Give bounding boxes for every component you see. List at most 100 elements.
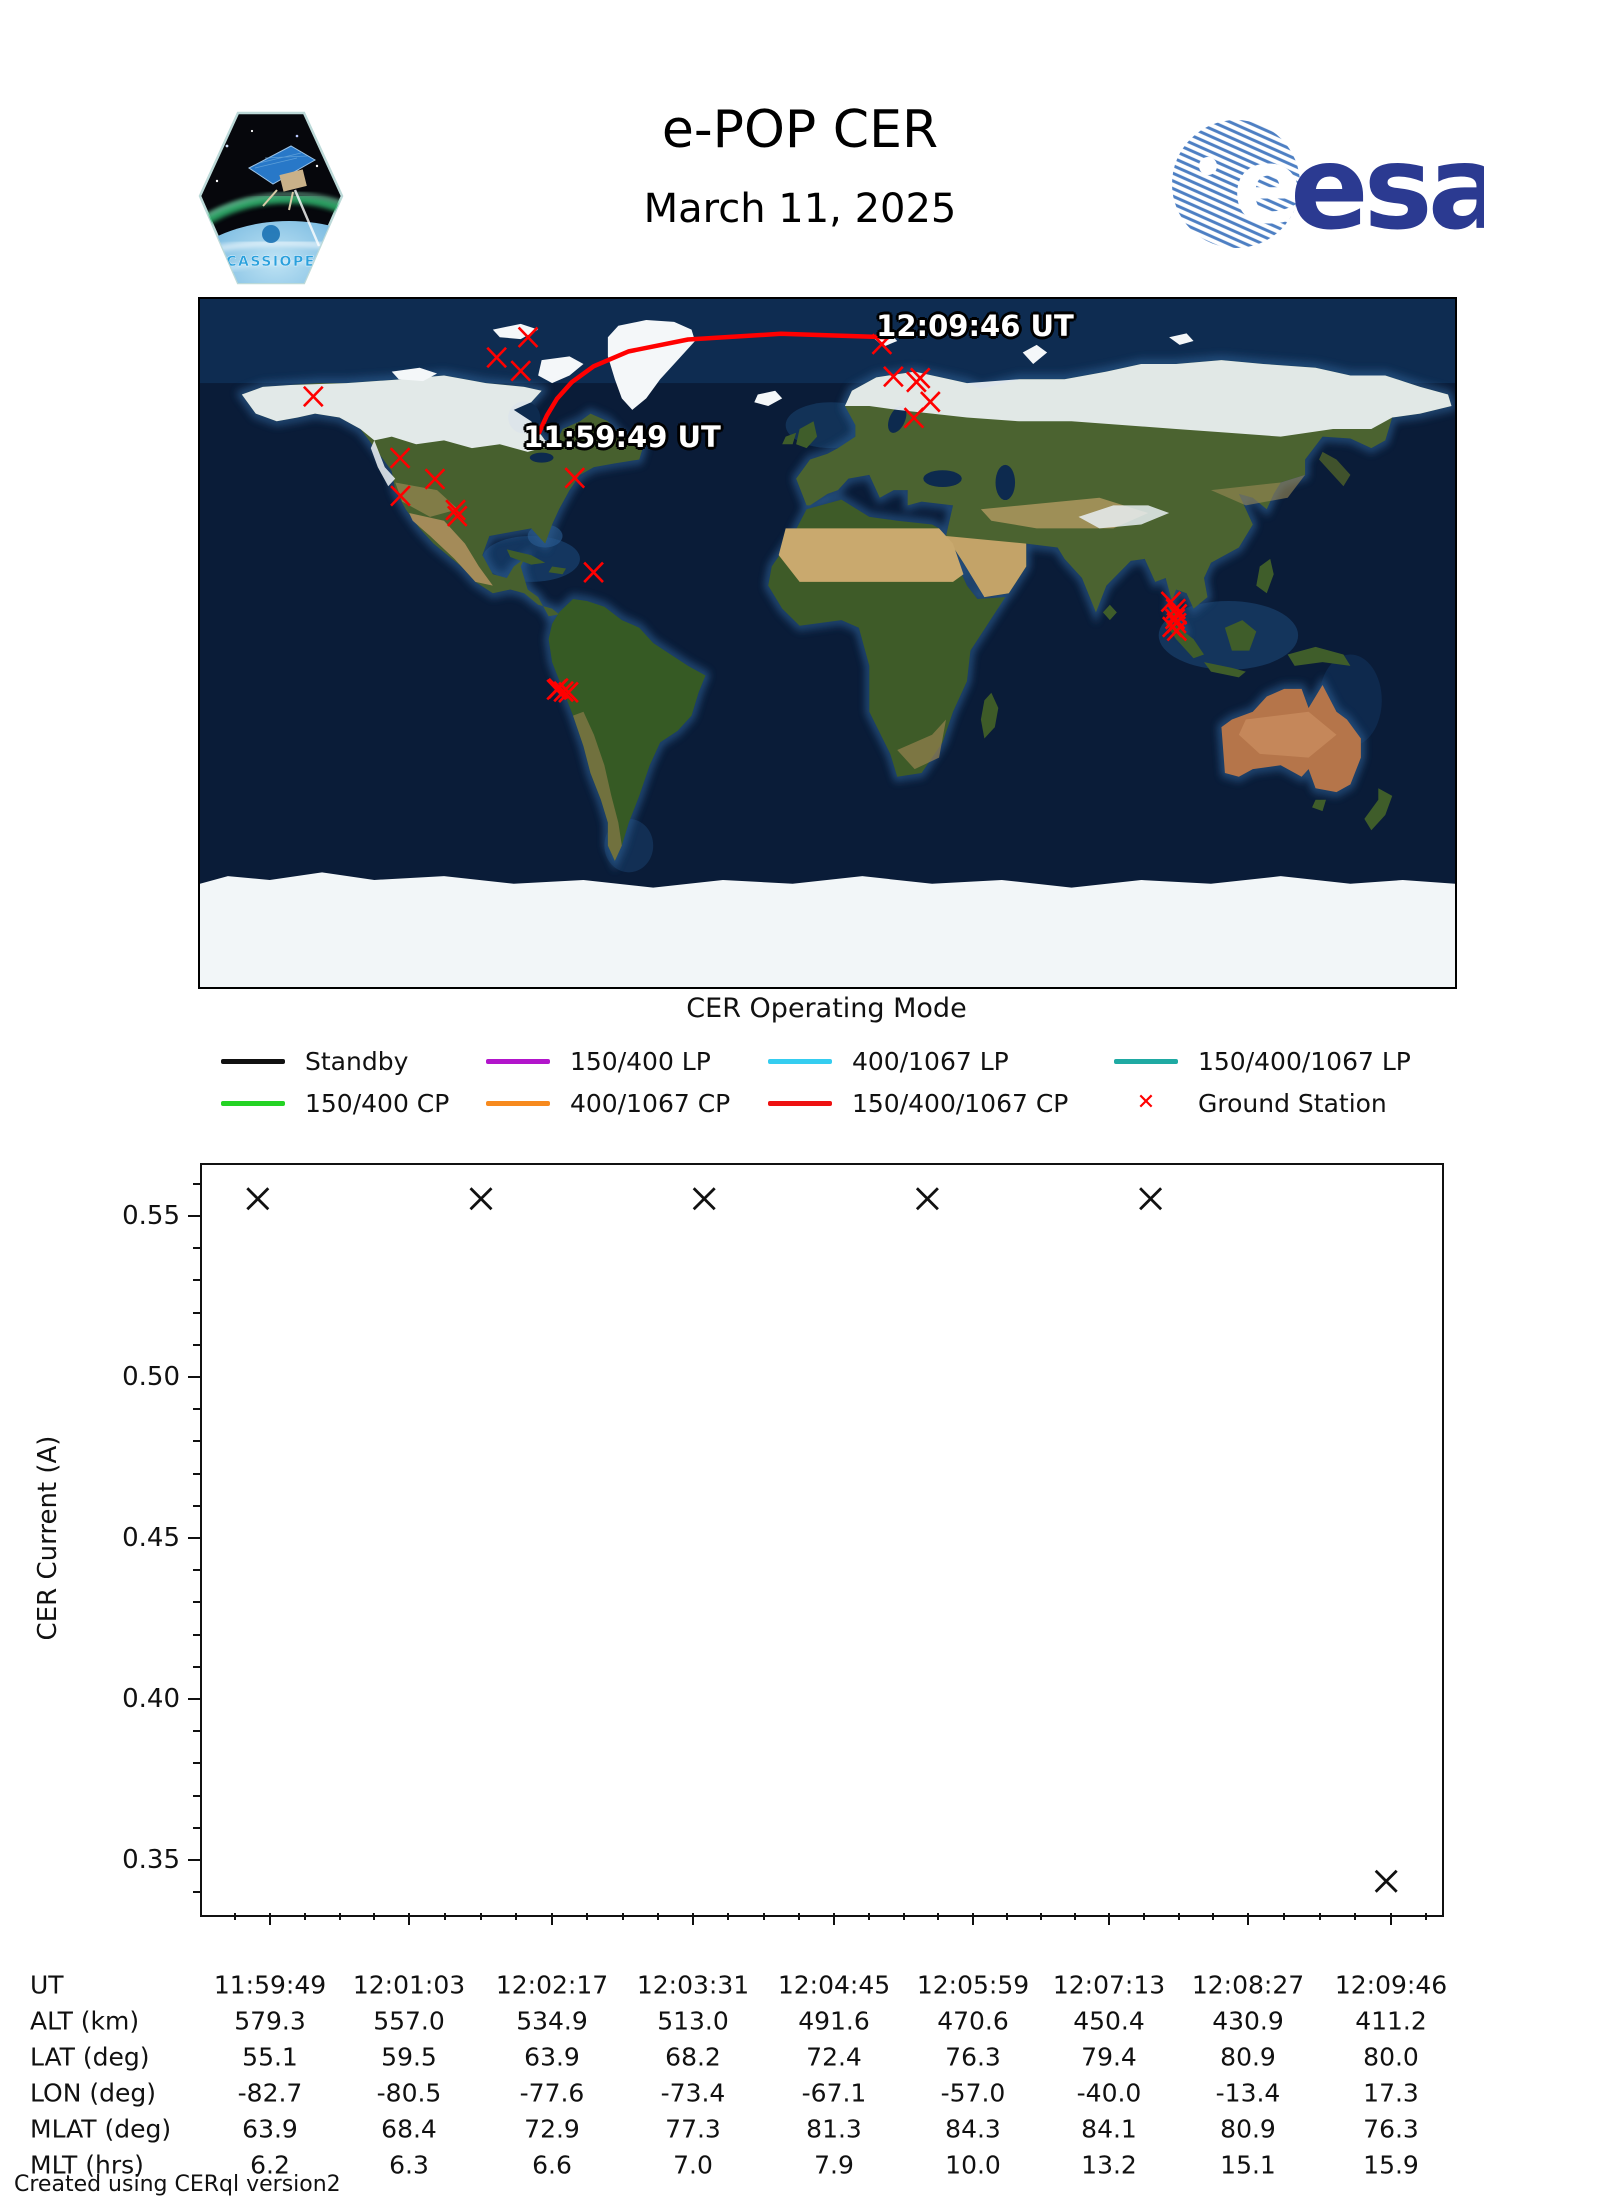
table-cell: 513.0 — [657, 2006, 729, 2036]
world-map-canvas — [200, 299, 1455, 987]
y-major-tick — [188, 1376, 200, 1379]
table-cell: -77.6 — [519, 2078, 585, 2108]
y-minor-tick — [193, 1794, 200, 1797]
table-cell: 10.0 — [945, 2150, 1001, 2180]
x-minor-tick — [338, 1913, 341, 1920]
x-minor-tick — [443, 1913, 446, 1920]
data-point-marker — [1139, 1187, 1163, 1211]
legend-line-swatch — [221, 1058, 285, 1064]
data-point-marker — [692, 1187, 716, 1211]
legend-item-150-400-1067-cp: 150/400/1067 CP — [768, 1088, 1068, 1118]
ground-station-marker — [446, 500, 465, 519]
table-cell: -13.4 — [1215, 2078, 1281, 2108]
legend-item-150-400-1067-lp: 150/400/1067 LP — [1114, 1046, 1411, 1076]
table-cell: 12:07:13 — [1052, 1970, 1166, 2000]
table-cell: 80.0 — [1363, 2042, 1419, 2072]
y-tick-label: 0.55 — [122, 1201, 180, 1232]
x-minor-tick — [797, 1913, 800, 1920]
table-cell: 470.6 — [937, 2006, 1009, 2036]
world-map: 11:59:49 UT 12:09:46 UT — [198, 297, 1457, 989]
table-cell: 11:59:49 — [213, 1970, 327, 2000]
table-cell: 55.1 — [242, 2042, 298, 2072]
data-point-marker — [469, 1187, 493, 1211]
track-start-time-label: 11:59:49 UT — [523, 420, 721, 454]
x-major-tick — [1108, 1913, 1110, 1925]
table-cell: 80.9 — [1220, 2114, 1276, 2144]
y-minor-tick — [193, 1569, 200, 1572]
legend-item-400-1067-lp: 400/1067 LP — [768, 1046, 1009, 1076]
ground-station-marker — [391, 486, 410, 505]
table-cell: 491.6 — [798, 2006, 870, 2036]
table-cell: 12:09:46 — [1334, 1970, 1448, 2000]
y-tick-label: 0.40 — [122, 1683, 180, 1714]
ground-station-marker — [554, 682, 573, 701]
y-minor-tick — [193, 1826, 200, 1829]
cassiope-patch-icon: CASSIOPE — [198, 111, 344, 285]
y-minor-tick — [193, 1762, 200, 1765]
y-minor-tick — [193, 1343, 200, 1346]
y-major-tick — [188, 1215, 200, 1218]
table-cell: 6.3 — [389, 2150, 429, 2180]
y-minor-tick — [193, 1182, 200, 1185]
table-cell: -80.5 — [376, 2078, 442, 2108]
x-minor-tick — [902, 1913, 905, 1920]
x-minor-tick — [1177, 1913, 1180, 1920]
x-minor-tick — [1212, 1913, 1215, 1920]
table-cell: 68.2 — [665, 2042, 721, 2072]
y-minor-tick — [193, 1891, 200, 1894]
table-row-label: LON (deg) — [30, 2078, 156, 2108]
x-minor-tick — [1074, 1913, 1076, 1920]
table-cell: -67.1 — [801, 2078, 867, 2108]
table-cell: 12:02:17 — [495, 1970, 609, 2000]
x-minor-tick — [234, 1913, 237, 1920]
ground-station-marker — [907, 372, 926, 391]
y-minor-tick — [193, 1601, 200, 1604]
ground-station-marker — [448, 506, 467, 525]
table-cell: 76.3 — [945, 2042, 1001, 2072]
legend-item-150-400-cp: 150/400 CP — [221, 1088, 449, 1118]
ground-station-marker — [547, 680, 566, 699]
legend-line-swatch — [221, 1100, 285, 1106]
track-end-time-label: 12:09:46 UT — [876, 309, 1074, 343]
table-cell: 430.9 — [1212, 2006, 1284, 2036]
table-cell: 17.3 — [1363, 2078, 1419, 2108]
legend-line-swatch — [768, 1058, 832, 1064]
x-minor-tick — [373, 1913, 376, 1920]
table-cell: 411.2 — [1355, 2006, 1427, 2036]
legend-item-label: 150/400/1067 CP — [852, 1088, 1069, 1118]
table-row-label: MLAT (deg) — [30, 2114, 172, 2144]
y-minor-tick — [193, 1665, 200, 1668]
x-minor-tick — [479, 1913, 482, 1920]
table-cell: 12:03:31 — [636, 1970, 750, 2000]
legend-item-standby: Standby — [221, 1046, 408, 1076]
x-minor-tick — [1142, 1913, 1145, 1920]
table-cell: 13.2 — [1081, 2150, 1137, 2180]
table-cell: 7.0 — [673, 2150, 713, 2180]
legend-line-swatch — [768, 1100, 832, 1106]
data-point-marker — [246, 1187, 270, 1211]
legend-item-label: 400/1067 CP — [570, 1088, 731, 1118]
x-minor-tick — [586, 1913, 589, 1920]
y-minor-tick — [193, 1472, 200, 1475]
table-cell: 579.3 — [234, 2006, 306, 2036]
y-minor-tick — [193, 1408, 200, 1411]
table-cell: 79.4 — [1081, 2042, 1137, 2072]
table-cell: 12:04:45 — [777, 1970, 891, 2000]
esa-logo: e esa — [1172, 116, 1506, 258]
x-major-tick — [833, 1913, 835, 1925]
table-cell: 450.4 — [1073, 2006, 1145, 2036]
y-minor-tick — [193, 1247, 200, 1250]
table-cell: 80.9 — [1220, 2042, 1276, 2072]
x-minor-tick — [515, 1913, 518, 1920]
ground-station-legend-icon: ✕ — [1136, 1090, 1156, 1115]
table-cell: 72.9 — [524, 2114, 580, 2144]
page-date: March 11, 2025 — [643, 186, 957, 232]
page-title: e-POP CER — [661, 100, 939, 160]
ground-station-marker — [884, 367, 903, 386]
ground-station-marker — [487, 348, 506, 367]
y-tick-label: 0.50 — [122, 1362, 180, 1393]
table-cell: -82.7 — [237, 2078, 303, 2108]
table-cell: 6.6 — [532, 2150, 572, 2180]
legend-item-label: 150/400 LP — [570, 1046, 711, 1076]
x-minor-tick — [656, 1913, 659, 1920]
